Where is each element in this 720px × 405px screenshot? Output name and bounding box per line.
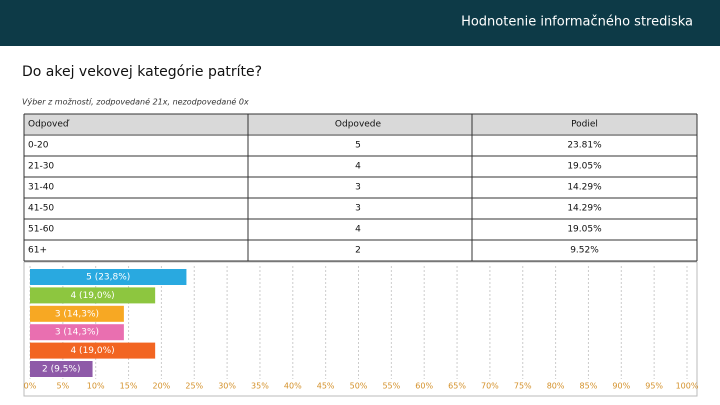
x-tick-label: 50% (350, 382, 368, 391)
bar (30, 287, 156, 304)
table-cell: 14.29% (567, 204, 602, 214)
table-header: Odpovede (335, 120, 382, 130)
x-tick-label: 85% (580, 382, 598, 391)
table-cell: 2 (355, 246, 361, 256)
table: Odpoveď Odpovede Podiel 0-20 5 23.81% 21-30 4 19… (23, 113, 698, 262)
table-cell: 5 (355, 141, 361, 151)
header-title: Hodnotenie informačného strediska (461, 15, 693, 30)
x-tick-label: 30% (218, 382, 236, 391)
table-cell: 0-20 (28, 141, 49, 151)
table-cell: 19.05% (567, 225, 602, 235)
x-tick-label: 100% (676, 382, 699, 391)
x-tick-label: 70% (481, 382, 499, 391)
value-label: 4 (19,0%) (70, 346, 114, 356)
table-cell: 61+ (28, 246, 47, 256)
x-tick-label: 20% (153, 382, 171, 391)
chart: 0% 5% 10% 15% 20% 25% 30% 35% 40% 45% 50% 55% 60% 65%… (24, 266, 699, 391)
table-cell: 14.29% (567, 183, 602, 193)
value-label: 3 (14,3%) (55, 309, 99, 319)
x-tick-label: 60% (415, 382, 433, 391)
bar (30, 342, 156, 359)
table-cell: 51-60 (28, 225, 54, 235)
table-cell: 4 (355, 162, 361, 172)
x-tick-label: 5% (56, 382, 69, 391)
header-bar (0, 0, 720, 46)
table-header-bg (24, 114, 697, 134)
x-tick-label: 75% (514, 382, 532, 391)
table-cell: 21-30 (28, 162, 54, 172)
table-cell: 31-40 (28, 183, 54, 193)
x-tick-label: 90% (612, 382, 630, 391)
bar (30, 324, 124, 341)
table-cell: 3 (355, 183, 361, 193)
bar (30, 305, 124, 322)
x-tick-label: 40% (284, 382, 302, 391)
x-tick-label: 15% (120, 382, 138, 391)
bar (30, 269, 187, 285)
table-cell: 9.52% (570, 246, 599, 256)
table-cell: 19.05% (567, 162, 602, 172)
note: Výber z možností, zodpovedané 21x, nezod… (22, 97, 249, 107)
value-label: 4 (19,0%) (70, 291, 114, 301)
bar (30, 361, 93, 377)
x-tick-label: 55% (382, 382, 400, 391)
x-tick-label: 25% (185, 382, 203, 391)
table-cell: 4 (355, 225, 361, 235)
question: Do akej vekovej kategórie patríte? (22, 64, 262, 80)
table-cell: 3 (355, 204, 361, 214)
x-tick-label: 35% (251, 382, 269, 391)
value-label: 3 (14,3%) (55, 328, 99, 338)
value-label: 2 (9,5%) (42, 365, 80, 375)
x-tick-label: 0% (24, 382, 37, 391)
x-tick-label: 65% (448, 382, 466, 391)
x-tick-label: 45% (317, 382, 335, 391)
x-tick-label: 10% (87, 382, 105, 391)
value-label: 5 (23,8%) (86, 273, 130, 283)
table-cell: 41-50 (28, 204, 54, 214)
table-header: Podiel (571, 120, 598, 130)
table-cell: 23.81% (567, 141, 602, 151)
x-tick-label: 80% (547, 382, 565, 391)
table-header: Odpoveď (28, 120, 70, 130)
x-tick-label: 95% (645, 382, 663, 391)
